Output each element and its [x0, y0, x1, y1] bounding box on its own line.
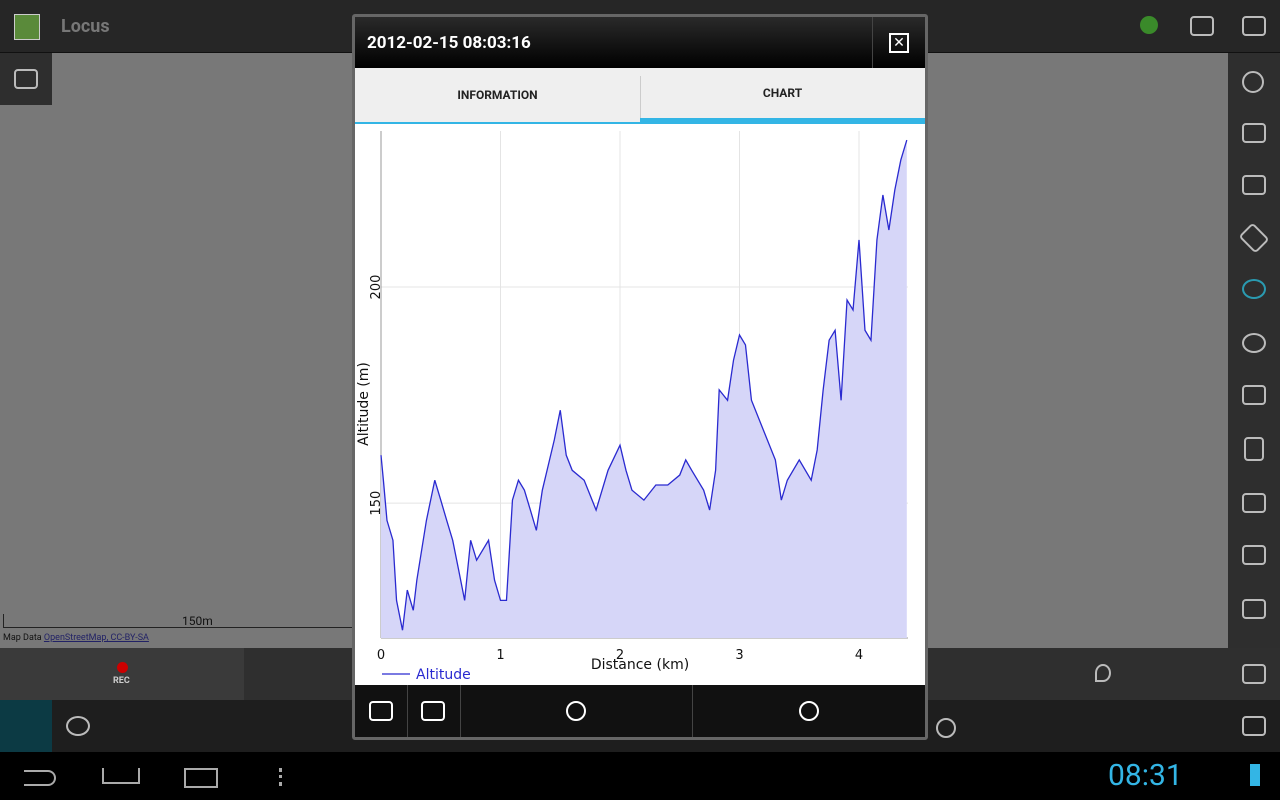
route-icon[interactable]	[1238, 222, 1270, 254]
rec-button[interactable]: REC	[0, 648, 244, 700]
map-layer-button[interactable]	[0, 53, 52, 105]
compass-icon[interactable]	[1242, 333, 1266, 353]
home-button[interactable]	[102, 768, 140, 784]
zoom-icon[interactable]	[936, 718, 956, 738]
chart-toolbar	[355, 685, 925, 737]
map-icon[interactable]	[1242, 16, 1266, 36]
shop-icon[interactable]	[1242, 599, 1266, 619]
chart-type-button[interactable]	[369, 701, 393, 721]
zoom-out-button[interactable]	[566, 701, 586, 721]
scale-label: 150m	[182, 614, 213, 628]
app-icon[interactable]	[14, 14, 40, 40]
attribution-link[interactable]: OpenStreetMap, CC-BY-SA	[43, 633, 149, 643]
recent-button[interactable]	[184, 768, 218, 788]
y-tick-label: 200	[369, 275, 384, 300]
area	[381, 140, 907, 638]
tab-bar: INFORMATION CHART	[355, 68, 925, 124]
y-tick-label: 150	[369, 491, 384, 516]
line	[380, 139, 908, 631]
menu-button[interactable]	[279, 768, 286, 786]
alert-icon[interactable]	[1242, 385, 1266, 405]
lock-icon[interactable]	[1242, 716, 1266, 736]
attribution: Map Data OpenStreetMap, CC-BY-SA	[3, 633, 149, 643]
sd-icon[interactable]	[1244, 437, 1264, 461]
zoom-in-button[interactable]	[799, 701, 819, 721]
chart-axis-button[interactable]	[421, 701, 445, 721]
back-button[interactable]	[24, 770, 56, 786]
list-icon[interactable]	[1242, 123, 1266, 143]
y-axis-label: Altitude (m)	[356, 362, 372, 446]
scale-bar	[3, 614, 354, 628]
data-icon[interactable]	[1190, 16, 1214, 36]
clock: 08:31	[1108, 758, 1183, 793]
app-title: Locus	[61, 16, 110, 37]
battery	[1250, 764, 1260, 786]
search-icon[interactable]	[1242, 71, 1264, 93]
add-point-icon[interactable]	[1095, 664, 1111, 682]
legend-label: Altitude	[416, 667, 471, 683]
attribution-text: Map Data	[3, 633, 42, 643]
tab[interactable]: INFORMATION	[355, 68, 640, 124]
side-toolbar	[1228, 53, 1280, 648]
close-button[interactable]: ✕	[889, 33, 909, 53]
points-icon[interactable]	[1242, 175, 1266, 195]
chart: Distance (km) Altitude (m) 0 1 2 3 4 150 200 Al…	[355, 124, 925, 685]
rotate-icon[interactable]	[66, 716, 90, 736]
move-button[interactable]	[0, 700, 52, 752]
x-tick-label: 4	[855, 648, 863, 663]
dialog-title: 2012-02-15 08:03:16	[367, 33, 531, 53]
system-bar: 08:31	[0, 752, 1280, 800]
x-tick-label: 1	[496, 648, 504, 663]
x-tick-label: 0	[377, 648, 385, 663]
gps-icon[interactable]	[1140, 16, 1158, 34]
tab[interactable]: CHART	[640, 68, 925, 124]
dialog-header: 2012-02-15 08:03:16 ✕	[355, 17, 925, 68]
track-rec-icon[interactable]	[1242, 493, 1266, 513]
x-tick-label: 2	[616, 648, 624, 663]
track-icon[interactable]	[1242, 545, 1266, 565]
live-icon[interactable]	[1242, 279, 1266, 299]
x-tick-label: 3	[735, 648, 743, 663]
x-axis-label: Distance (km)	[591, 657, 689, 673]
close-icon[interactable]	[1242, 664, 1266, 684]
rec-label: REC	[113, 676, 130, 686]
